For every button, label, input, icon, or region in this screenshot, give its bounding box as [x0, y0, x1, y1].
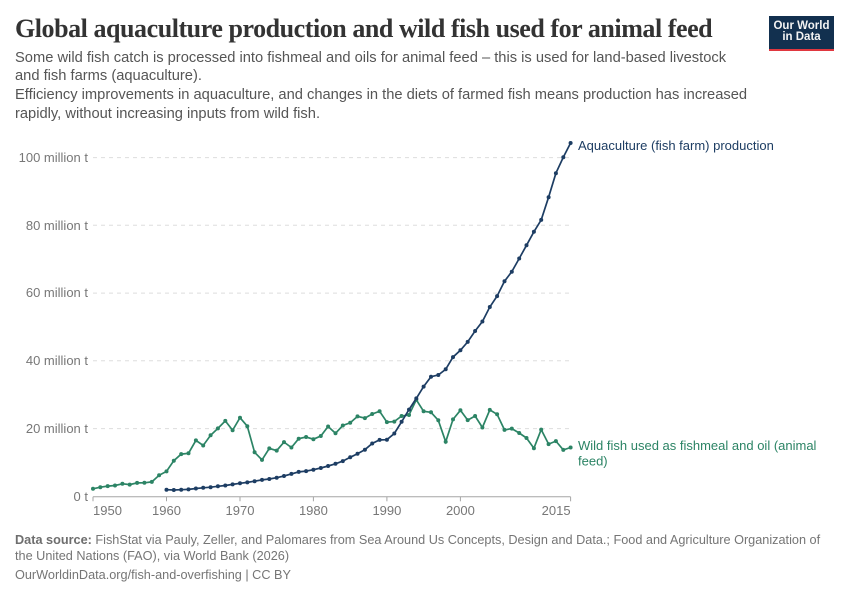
svg-text:1950: 1950 — [93, 503, 122, 518]
svg-text:100 million t: 100 million t — [19, 150, 89, 165]
svg-text:1990: 1990 — [372, 503, 401, 518]
svg-text:40 million t: 40 million t — [26, 353, 89, 368]
svg-text:Aquaculture (fish farm) produc: Aquaculture (fish farm) production — [578, 138, 774, 153]
svg-text:2015: 2015 — [542, 503, 571, 518]
svg-text:2000: 2000 — [446, 503, 475, 518]
svg-text:20 million t: 20 million t — [26, 421, 89, 436]
svg-text:1960: 1960 — [152, 503, 181, 518]
svg-text:60 million t: 60 million t — [26, 285, 89, 300]
svg-text:feed): feed) — [578, 454, 608, 469]
svg-text:1980: 1980 — [299, 503, 328, 518]
svg-text:0 t: 0 t — [74, 489, 89, 504]
svg-text:80 million t: 80 million t — [26, 218, 89, 233]
svg-text:1970: 1970 — [226, 503, 255, 518]
svg-text:Wild fish used as fishmeal and: Wild fish used as fishmeal and oil (anim… — [578, 438, 817, 453]
